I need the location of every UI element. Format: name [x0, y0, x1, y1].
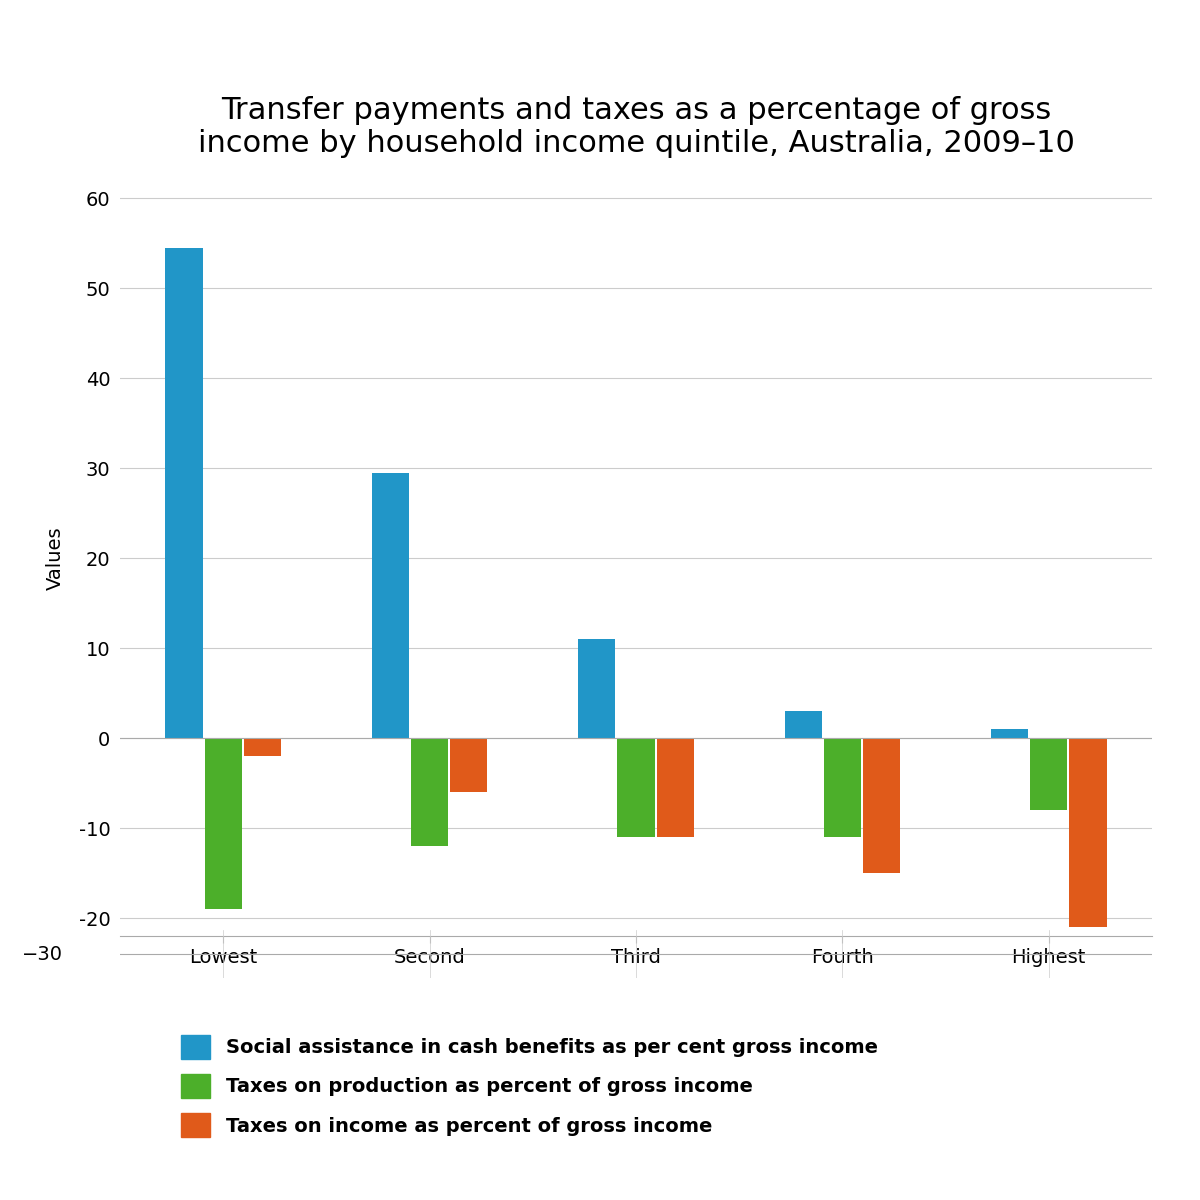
Bar	[863, 738, 900, 874]
Text: −30: −30	[23, 944, 64, 964]
Bar	[618, 738, 654, 838]
Bar	[991, 728, 1028, 738]
Bar	[166, 247, 203, 738]
Bar	[244, 738, 281, 756]
Bar	[656, 738, 694, 838]
Bar	[205, 738, 241, 910]
Bar	[450, 738, 487, 792]
Bar	[1069, 738, 1106, 926]
Bar	[578, 638, 616, 738]
Y-axis label: Values: Values	[46, 526, 65, 590]
Legend: Social assistance in cash benefits as per cent gross income, Taxes on production: Social assistance in cash benefits as pe…	[181, 1034, 878, 1138]
Bar	[372, 473, 409, 738]
Title: Transfer payments and taxes as a percentage of gross
income by household income : Transfer payments and taxes as a percent…	[198, 96, 1074, 158]
Bar	[412, 738, 448, 846]
Bar	[824, 738, 860, 838]
Bar	[785, 710, 822, 738]
Bar	[1031, 738, 1067, 810]
